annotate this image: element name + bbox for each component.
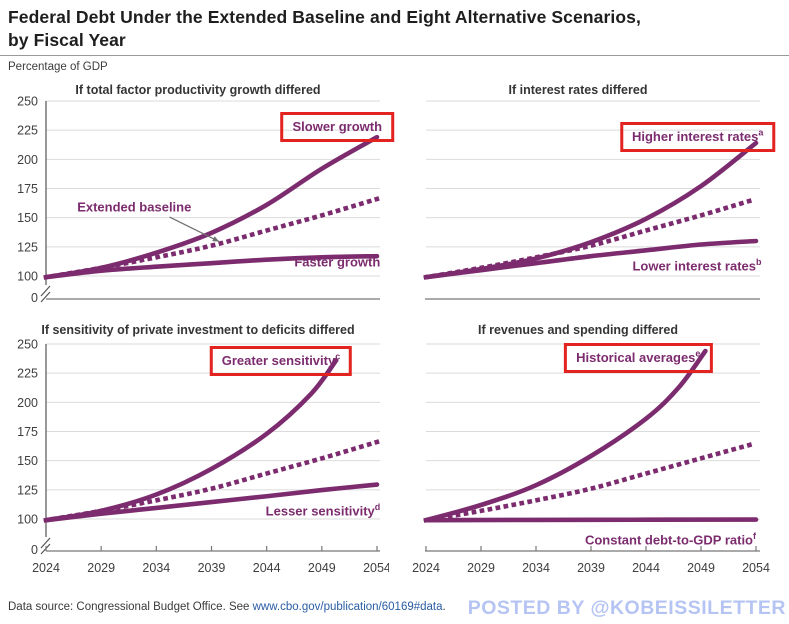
y-tick-label: 200: [17, 396, 38, 410]
series-line-constant-debt-to-gdp-ratio: [423, 517, 759, 523]
y-tick-label: 225: [17, 367, 38, 381]
series-label-faster-growth: Faster growth: [294, 254, 381, 270]
series-label-lesser-sensitivity: Lesser sensitivityd: [265, 502, 381, 519]
watermark: POSTED BY @KOBEISSILETTER: [467, 597, 786, 619]
page-title-line2: by Fiscal Year: [8, 30, 126, 50]
series-label-historical-averages: Historical averagese: [564, 343, 713, 373]
source-suffix: .: [442, 601, 446, 613]
x-tick-label: 2029: [467, 561, 495, 575]
series-label-higher-interest-rates: Higher interest ratesa: [619, 122, 776, 153]
data-source-note: Data source: Congressional Budget Office…: [8, 601, 446, 613]
series-line-extended-baseline: [423, 440, 759, 523]
chart-title-sensitivity: If sensitivity of private investment to …: [41, 323, 355, 337]
y-tick-label: 175: [17, 425, 38, 439]
x-tick-label: 2044: [632, 561, 660, 575]
y-tick-label: 150: [17, 211, 38, 225]
series-label-lower-interest-rates: Lower interest ratesb: [632, 256, 762, 273]
chart-title-revenues: If revenues and spending differed: [477, 323, 679, 337]
chart-canvas: 250 225 200 175 150 125 100 0: [17, 95, 380, 305]
x-tick-label: 2024: [32, 561, 60, 575]
page-title: Federal Debt Under the Extended Baseline…: [8, 6, 641, 52]
x-tick-label: 2034: [522, 561, 550, 575]
series-line-extended-baseline: [43, 196, 380, 280]
series-label-greater-sensitivity: Greater sensitivityc: [209, 345, 353, 376]
series-label-slower-growth: Slower growth: [280, 112, 395, 143]
x-tick-label: 2039: [198, 561, 226, 575]
y-zero-label: 0: [31, 543, 38, 557]
x-tick-label: 2029: [87, 561, 115, 575]
annotation-arrow-icon: [212, 236, 220, 242]
y-tick-label: 100: [17, 513, 38, 527]
y-tick-label: 200: [17, 153, 38, 167]
series-line-greater-sensitivity: [43, 358, 339, 523]
y-tick-label: 125: [17, 483, 38, 497]
x-tick-label: 2054: [363, 561, 389, 575]
x-tick-label: 2024: [412, 561, 440, 575]
y-tick-label: 100: [17, 270, 38, 284]
series-line-lesser-sensitivity: [43, 482, 380, 523]
chart-title-productivity: If total factor productivity growth diff…: [75, 83, 321, 97]
x-tick-label: 2049: [687, 561, 715, 575]
chart-canvas: [423, 100, 760, 300]
y-tick-label: 250: [17, 95, 38, 109]
series-label-extended-baseline: Extended baseline: [77, 199, 192, 215]
series-line-historical-averages: [423, 348, 708, 523]
x-tick-label: 2054: [742, 561, 770, 575]
series-line-extended-baseline: [43, 439, 380, 523]
chart-panel-productivity-growth: 250 225 200 175 150 125 100 0 If total factor p…: [0, 82, 395, 322]
chart-title-interest: If interest rates differed: [508, 83, 648, 97]
chart-panel-investment-sensitivity: 250 225 200 175 150 125 100 0 2024 2029 2034 2039 20…: [0, 322, 389, 590]
y-tick-label: 250: [17, 338, 38, 352]
chart-panel-revenues-spending: 2024 2029 2034 2039 2044 2049 2054 If revenues…: [389, 322, 789, 590]
series-label-constant-debt-to-gdp-ratio: Constant debt-to-GDP ratiof: [584, 531, 756, 548]
source-link[interactable]: www.cbo.gov/publication/60169#data: [252, 601, 443, 613]
y-tick-label: 150: [17, 454, 38, 468]
x-tick-label: 2034: [142, 561, 170, 575]
y-tick-label: 225: [17, 124, 38, 138]
unit-label: Percentage of GDP: [8, 61, 108, 73]
chart-panel-interest-rates: If interest rates differed Higher intere…: [389, 82, 789, 322]
series-line-extended-baseline: [423, 196, 759, 280]
x-tick-label: 2044: [253, 561, 281, 575]
x-tick-label: 2049: [308, 561, 336, 575]
page-title-line1: Federal Debt Under the Extended Baseline…: [8, 7, 641, 27]
y-tick-label: 125: [17, 240, 38, 254]
y-tick-label: 175: [17, 182, 38, 196]
title-divider: [0, 55, 789, 56]
source-prefix: Data source: Congressional Budget Office…: [8, 601, 253, 613]
series-line-faster-growth: [43, 253, 380, 280]
x-tick-label: 2039: [577, 561, 605, 575]
y-zero-label: 0: [31, 291, 38, 305]
